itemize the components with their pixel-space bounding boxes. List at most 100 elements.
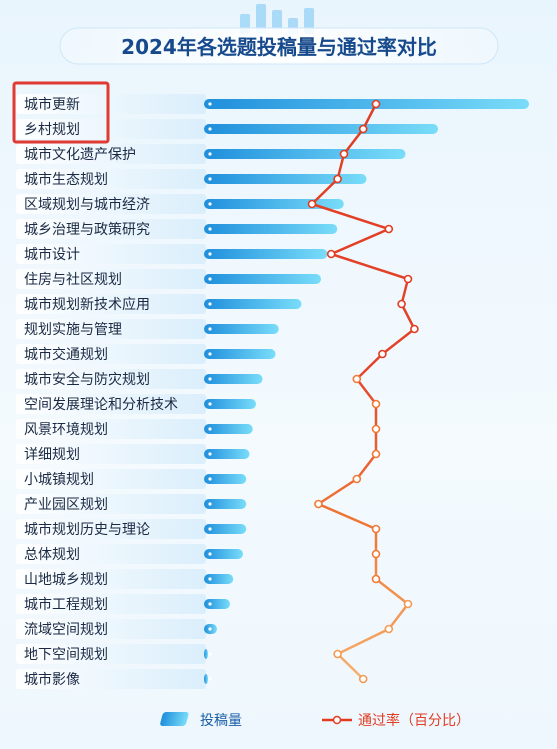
category-label-bg: [16, 419, 206, 439]
pass-rate-polyline: [310, 103, 416, 680]
category-label: 小城镇规划: [24, 472, 94, 488]
bar-start-dot: [208, 277, 212, 281]
category-label-bg: [16, 169, 206, 189]
legend-line-marker: [332, 715, 342, 725]
submission-bar: [204, 299, 302, 309]
category-label: 详细规划: [24, 447, 80, 463]
chart-row: 小城镇规划: [16, 469, 247, 489]
category-label-bg: [16, 294, 206, 314]
category-label: 总体规划: [24, 547, 80, 563]
bar-start-dot: [208, 177, 212, 181]
chart-row: 城市更新: [16, 94, 529, 114]
bar-start-dot: [208, 227, 212, 231]
bar-start-dot: [208, 652, 212, 656]
pass-rate-point: [371, 549, 381, 559]
highlight-box: [12, 81, 110, 144]
pass-rate-point: [333, 649, 342, 659]
category-label-bg: [16, 594, 206, 614]
bar-start-dot: [208, 502, 212, 506]
pass-rate-point: [371, 574, 381, 584]
submission-bar: [204, 274, 321, 284]
bar-start-dot: [208, 477, 212, 481]
category-label: 住房与社区规划: [24, 272, 122, 288]
legend: 投稿量 通过率（百分比）: [160, 712, 470, 729]
bar-start-dot: [208, 627, 212, 631]
bar-start-dot: [208, 152, 212, 156]
chart-row: 流域空间规划: [16, 619, 217, 639]
submission-bar: [204, 424, 253, 434]
category-label: 城市规划新技术应用: [24, 296, 150, 313]
bar-start-dot: [208, 602, 212, 606]
pass-rate-line: [307, 99, 419, 684]
submission-bar: [204, 649, 208, 659]
category-label: 城市影像: [24, 671, 80, 688]
category-label: 风景环境规划: [24, 422, 108, 438]
category-label-bg: [16, 619, 206, 639]
chart-row: 产业园区规划: [16, 494, 247, 514]
pass-rate-point: [403, 274, 413, 284]
chart-row: 城市文化遗产保护: [16, 144, 406, 164]
bar-start-dot: [208, 102, 212, 106]
category-label-bg: [16, 669, 206, 689]
chart-row: 空间发展理论和分析技术: [16, 394, 256, 414]
category-label-bg: [16, 344, 206, 364]
chart-title: 2024年各选题投稿量与通过率对比: [121, 35, 437, 59]
bar-start-dot: [208, 427, 212, 431]
submission-bar: [204, 249, 328, 259]
title-banner: [59, 27, 499, 65]
submission-bar: [204, 149, 406, 159]
category-label-bg: [16, 144, 206, 164]
submission-bar: [204, 549, 243, 559]
pass-rate-point: [371, 399, 381, 409]
pass-rate-point: [314, 499, 323, 509]
chart-rows: 城市更新乡村规划城市文化遗产保护城市生态规划区域规划与城市经济城乡治理与政策研究…: [16, 94, 529, 689]
submission-bar: [204, 449, 250, 459]
pass-rate-point: [339, 149, 349, 159]
chart-row: 城市设计: [16, 244, 328, 264]
bar-start-dot: [208, 402, 212, 406]
submission-bar: [204, 574, 234, 584]
category-label: 城市规划历史与理论: [24, 521, 150, 538]
submission-bar: [204, 174, 367, 184]
pass-rate-point: [352, 474, 362, 484]
pass-rate-point: [358, 124, 368, 134]
category-label-bg: [16, 369, 206, 389]
pass-rate-point: [397, 299, 406, 309]
bar-start-dot: [208, 202, 212, 206]
bar-start-dot: [208, 577, 212, 581]
chart-row: 规划实施与管理: [16, 319, 279, 339]
category-label-bg: [16, 394, 206, 414]
legend-bar-swatch: [160, 712, 189, 726]
chart-row: 地下空间规划: [16, 644, 212, 664]
submission-bar: [204, 524, 247, 534]
category-label: 流域空间规划: [24, 622, 108, 638]
submission-bar: [204, 349, 276, 359]
category-label-bg: [16, 194, 206, 214]
bar-start-dot: [208, 677, 212, 681]
bar-start-dot: [208, 452, 212, 456]
chart-row: 城市影像: [16, 669, 212, 689]
category-label-bg: [16, 119, 206, 139]
chart-row: 城市规划新技术应用: [16, 294, 302, 314]
category-label: 城市生态规划: [24, 171, 108, 188]
pass-rate-point: [371, 424, 381, 434]
category-label: 城市更新: [24, 96, 80, 113]
bar-start-dot: [208, 327, 212, 331]
chart-row: 风景环境规划: [16, 419, 253, 439]
category-label: 城市文化遗产保护: [24, 146, 136, 163]
chart-row: 城乡治理与政策研究: [16, 219, 338, 239]
chart-row: 总体规划: [16, 544, 243, 564]
category-label: 城市设计: [24, 246, 80, 263]
legend-item-submissions: 投稿量: [160, 712, 242, 729]
pass-rate-point: [378, 349, 387, 359]
category-label-bg: [16, 494, 206, 514]
submission-bar: [204, 99, 529, 109]
submission-bar: [204, 399, 256, 409]
pass-rate-point: [371, 99, 381, 109]
chart-row: 乡村规划: [16, 119, 438, 139]
chart-row: 城市规划历史与理论: [16, 519, 247, 539]
category-label-bg: [16, 444, 206, 464]
legend-label-submissions: 投稿量: [200, 713, 242, 729]
category-label-bg: [16, 569, 206, 589]
